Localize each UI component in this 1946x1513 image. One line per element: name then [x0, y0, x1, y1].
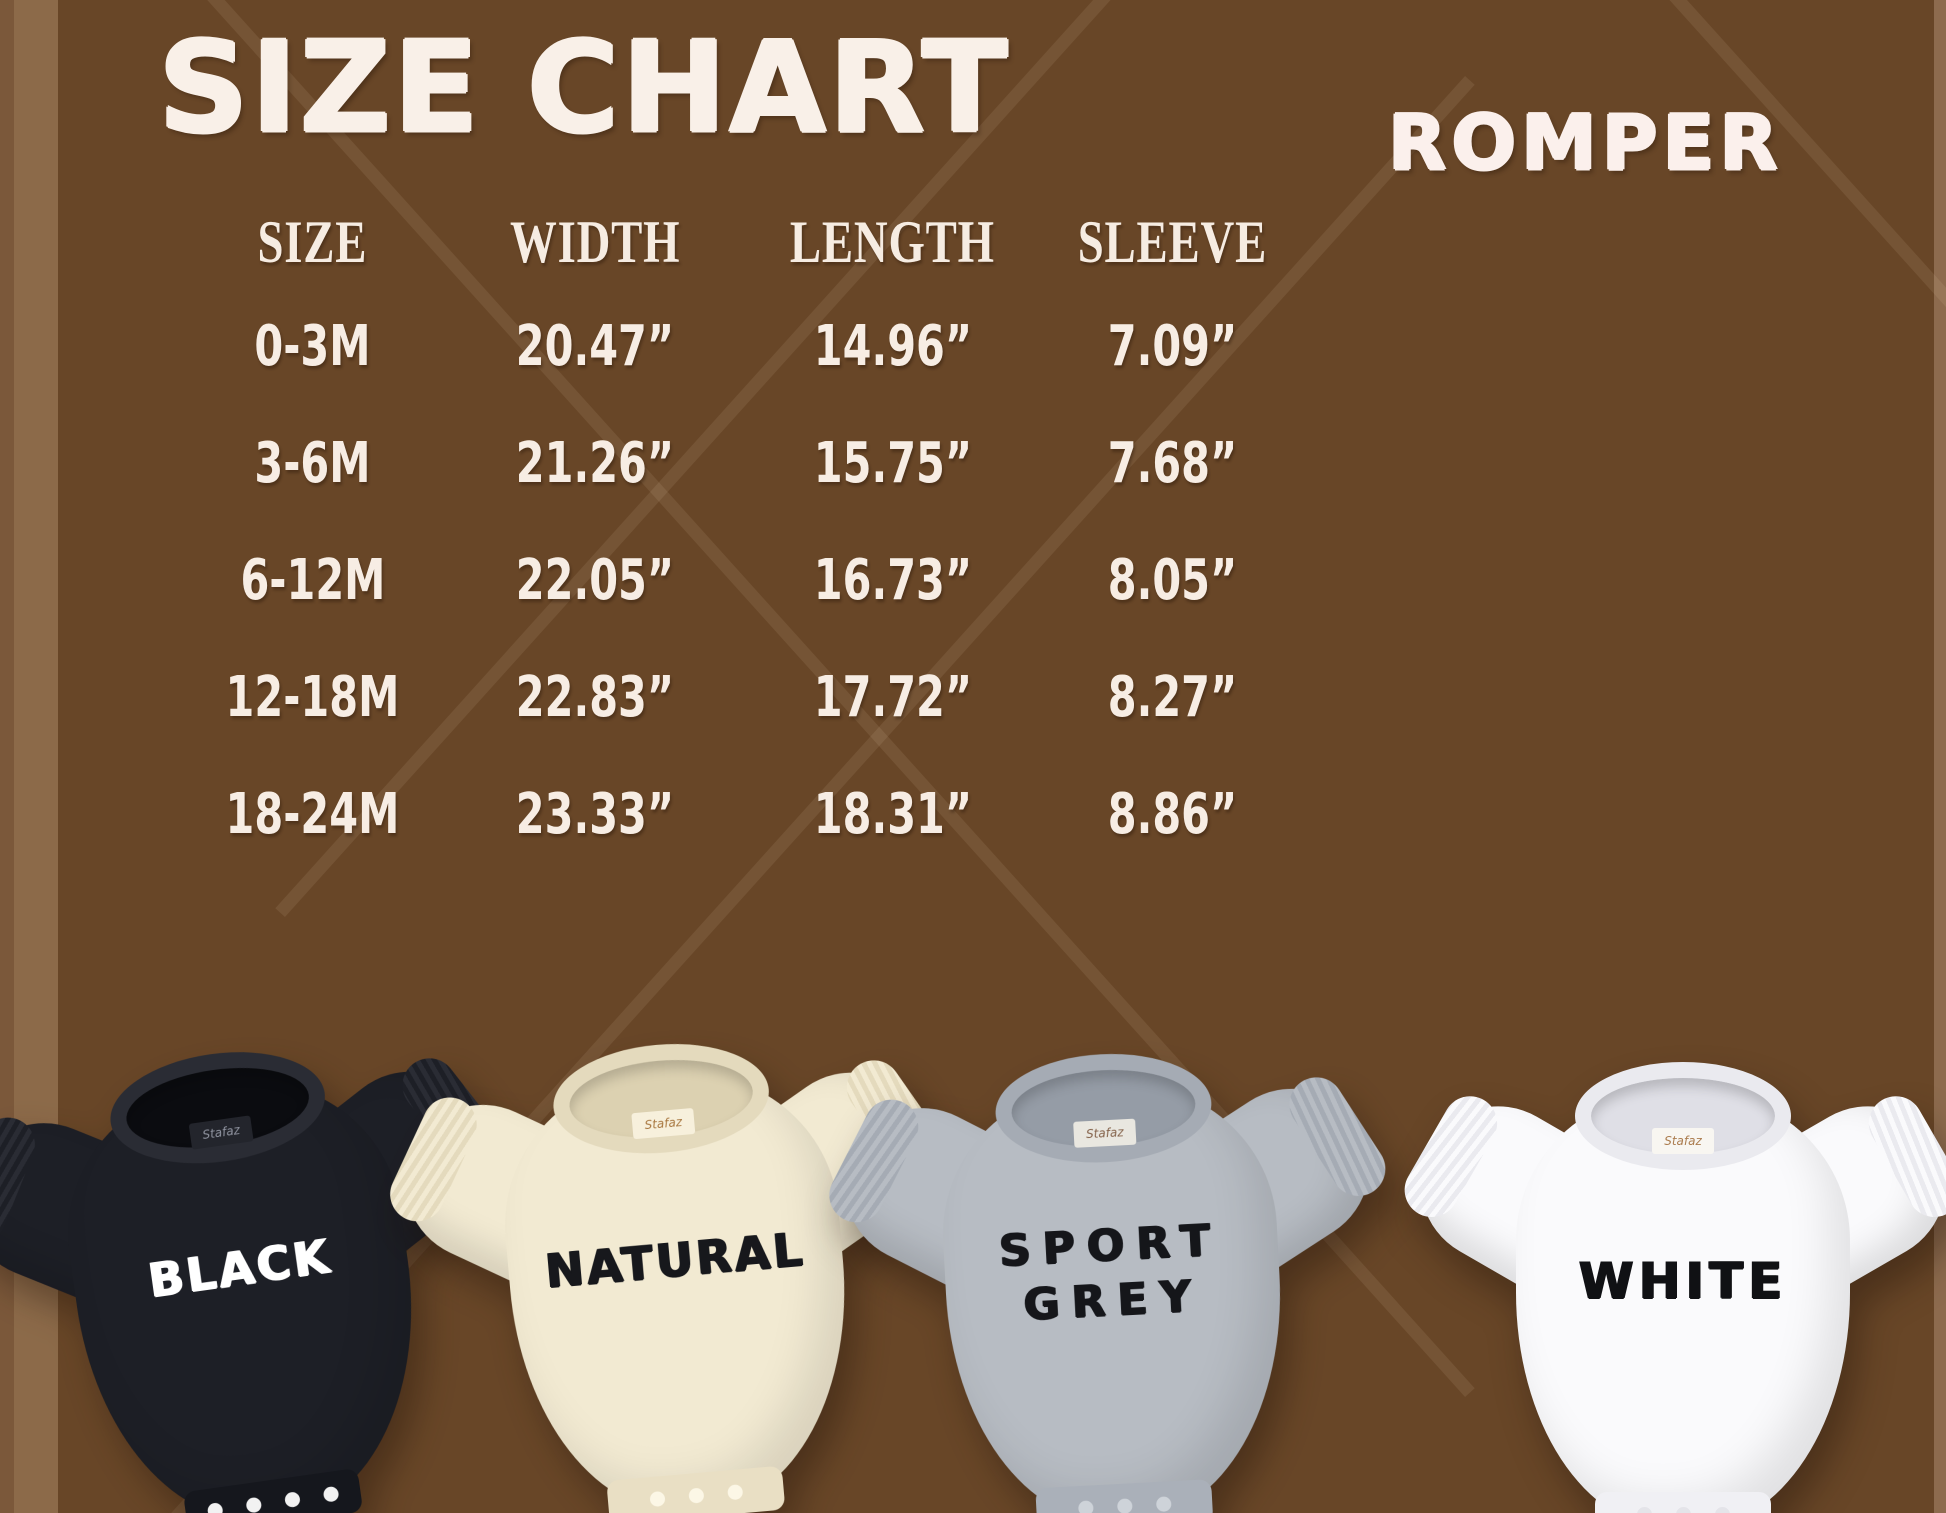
- snap-dot: [245, 1496, 263, 1513]
- romper-cuff: [1858, 1086, 1946, 1227]
- table-cell: 8.05”: [1107, 548, 1238, 613]
- table-cell: 14.96”: [813, 314, 972, 379]
- romper-cuff: [1279, 1067, 1396, 1207]
- romper-color-label: SPORT GREY: [997, 1214, 1224, 1331]
- table-cell: 18-24M: [225, 782, 400, 847]
- table-cell: 3-6M: [254, 431, 371, 496]
- romper-natural: Stafaz NATURAL: [379, 1020, 960, 1513]
- snap-dot: [687, 1487, 704, 1504]
- snap-dot: [1077, 1499, 1094, 1513]
- snap-dot: [1155, 1495, 1172, 1512]
- neck-tag: Stafaz: [1073, 1118, 1137, 1148]
- snap-dot: [322, 1485, 340, 1503]
- table-cell: 16.73”: [813, 548, 972, 613]
- page-subtitle-romper: ROMPER: [1388, 98, 1783, 187]
- table-cell: 7.09”: [1107, 314, 1238, 379]
- background-right-strip: [1934, 0, 1946, 1513]
- column-header-length: LENGTH: [790, 208, 995, 275]
- table-cell: 17.72”: [813, 665, 972, 730]
- table-cell: 15.75”: [813, 431, 972, 496]
- snap-dot: [1675, 1506, 1691, 1513]
- snap-dot: [283, 1490, 301, 1508]
- table-cell: 0-3M: [254, 314, 371, 379]
- crotch-snaps: [1595, 1492, 1771, 1513]
- table-cell: 21.26”: [515, 431, 675, 496]
- column-header-width: WIDTH: [509, 208, 681, 275]
- snap-dot: [1714, 1506, 1730, 1513]
- snap-dot: [206, 1501, 224, 1513]
- table-cell: 23.33”: [515, 782, 675, 847]
- table-cell: 22.05”: [515, 548, 675, 613]
- romper-cuff: [0, 1109, 44, 1252]
- table-cell: 20.47”: [515, 314, 675, 379]
- table-cell: 22.83”: [515, 665, 675, 730]
- romper-white: Stafaz WHITE: [1392, 1058, 1946, 1513]
- table-cell: 6-12M: [240, 548, 385, 613]
- table-cell: 8.27”: [1107, 665, 1238, 730]
- snap-dot: [726, 1483, 743, 1500]
- size-table: SIZE WIDTH LENGTH SLEEVE 0-3M 20.47” 14.…: [175, 196, 1300, 873]
- romper-cuff: [1394, 1086, 1508, 1227]
- page-title: SIZE CHART: [158, 14, 1010, 161]
- snap-dot: [1116, 1497, 1133, 1513]
- snap-dot: [1636, 1506, 1652, 1513]
- romper-color-label: WHITE: [1578, 1252, 1788, 1310]
- column-header-sleeve: SLEEVE: [1077, 208, 1268, 275]
- table-cell: 18.31”: [813, 782, 972, 847]
- neck-tag: Stafaz: [1652, 1128, 1714, 1154]
- neck-tag: Stafaz: [631, 1107, 696, 1140]
- romper-sport-grey: Stafaz SPORT GREY: [818, 1038, 1399, 1513]
- column-header-size: SIZE: [257, 208, 368, 275]
- table-cell: 7.68”: [1107, 431, 1238, 496]
- table-cell: 12-18M: [225, 665, 400, 730]
- table-cell: 8.86”: [1107, 782, 1238, 847]
- snap-dot: [648, 1490, 666, 1507]
